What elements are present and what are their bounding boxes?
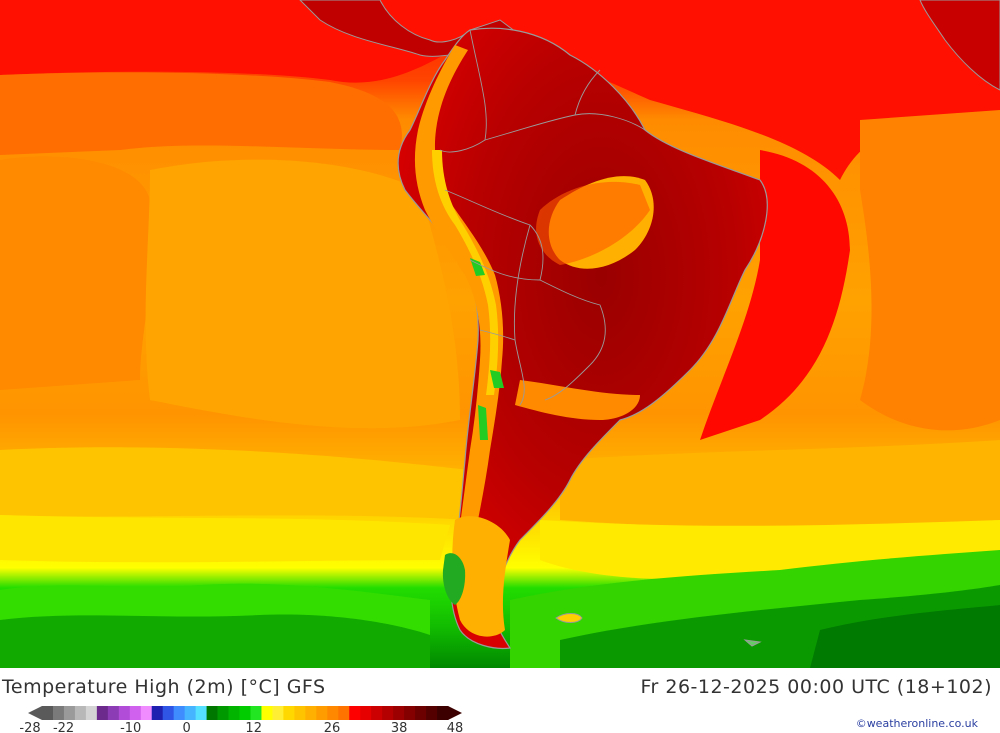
color-scale-legend: -28 -22 -10 0 12 26 38 48 <box>19 706 463 733</box>
southern-gold-band-east <box>560 440 1000 528</box>
scale-swatch <box>42 706 54 720</box>
atlantic-warm-tongue <box>700 150 850 440</box>
scale-swatch <box>426 706 438 720</box>
scale-swatch <box>195 706 207 720</box>
north-warm-band <box>0 0 1000 180</box>
scale-swatch <box>173 706 186 720</box>
southern-yellow-band <box>0 515 450 563</box>
scale-swatch <box>184 706 197 720</box>
scale-swatch <box>261 706 273 720</box>
southern-yellow-band-east <box>540 520 1000 580</box>
mexico-coast-land <box>919 0 1000 91</box>
valid-time: Fr 26-12-2025 00:00 UTC (18+102) <box>640 676 992 698</box>
scale-arrow-high <box>448 706 462 720</box>
scale-label: 0 <box>182 721 190 733</box>
patagonia-orange <box>452 516 510 637</box>
scale-swatch <box>129 706 142 720</box>
atlantic-orange-zone <box>860 110 1000 431</box>
scale-swatch <box>272 706 284 720</box>
scale-swatch <box>316 706 328 720</box>
scale-swatch <box>96 706 109 720</box>
scale-swatch <box>371 706 383 720</box>
pacific-amber-zone <box>145 159 461 429</box>
scale-swatch <box>327 706 339 720</box>
scale-label: -10 <box>120 721 141 733</box>
country-borders <box>439 29 646 406</box>
scale-swatch <box>162 706 175 720</box>
southern-darkgreen-west <box>0 614 430 668</box>
map-title: Temperature High (2m) [°C] GFS <box>2 676 326 698</box>
scale-swatch <box>382 706 394 720</box>
scale-swatch <box>140 706 153 720</box>
scale-label: -28 <box>19 721 40 733</box>
pacific-orange-zone <box>0 156 153 390</box>
scale-swatch <box>393 706 405 720</box>
andes-green-patch-3 <box>478 405 488 440</box>
scale-swatch <box>349 706 361 720</box>
scale-swatch <box>206 706 218 720</box>
north-orange-band <box>0 72 402 155</box>
andes-green-patch-2 <box>490 370 504 388</box>
scale-swatch <box>107 706 120 720</box>
scale-swatch <box>74 706 87 720</box>
scale-swatch <box>250 706 262 720</box>
patagonia-green <box>442 553 466 605</box>
laplata-orange-band <box>515 380 640 420</box>
brazil-plateau-warm <box>536 181 650 265</box>
scale-swatch <box>239 706 251 720</box>
scale-swatch <box>52 706 65 720</box>
scale-arrow-low <box>28 706 42 720</box>
scale-swatch <box>63 706 76 720</box>
scale-label: -22 <box>53 721 74 733</box>
scale-swatch <box>228 706 240 720</box>
scale-swatch <box>360 706 372 720</box>
southern-gold-band <box>0 447 470 520</box>
scale-label: 38 <box>391 721 408 733</box>
scale-swatch <box>338 706 350 720</box>
scale-swatch <box>437 706 449 720</box>
scale-swatch <box>118 706 131 720</box>
scale-swatch <box>404 706 416 720</box>
andes-green-patch-1 <box>470 258 485 276</box>
scale-swatch <box>85 706 98 720</box>
scale-swatch <box>415 706 427 720</box>
scale-label: 12 <box>245 721 262 733</box>
scale-swatches <box>28 706 462 720</box>
falklands-island <box>555 613 583 623</box>
copyright-notice: ©weatheronline.co.uk <box>855 717 978 730</box>
temperature-map <box>0 0 1000 668</box>
scale-swatch <box>217 706 229 720</box>
scale-swatch <box>283 706 295 720</box>
scale-swatch <box>151 706 164 720</box>
south-georgia-island <box>743 639 762 647</box>
andes-yellow-core <box>432 150 499 395</box>
southern-deepgreen <box>810 605 1000 668</box>
scale-swatch <box>294 706 306 720</box>
scale-labels: -28 -22 -10 0 12 26 38 48 <box>19 721 463 733</box>
scale-label: 26 <box>324 721 341 733</box>
scale-label: 48 <box>447 721 464 733</box>
scale-swatch <box>305 706 317 720</box>
